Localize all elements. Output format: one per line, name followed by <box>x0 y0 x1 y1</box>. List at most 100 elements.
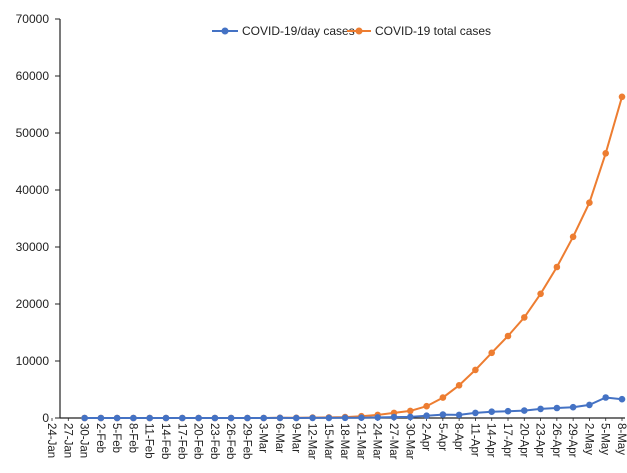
data-point-day-cases <box>195 414 202 422</box>
series-line-total-cases <box>84 96 623 419</box>
data-point-day-cases <box>162 414 170 422</box>
data-point-day-cases <box>211 414 219 422</box>
x-tick-label: 11-Feb <box>143 423 155 459</box>
x-tick-label: 20-Feb <box>192 423 204 459</box>
x-tick-label: 15-Mar <box>322 423 334 460</box>
data-point-total-cases <box>569 233 577 241</box>
x-tick-label: 18-Mar <box>338 423 350 460</box>
data-point-total-cases <box>455 382 463 389</box>
data-point-day-cases <box>586 401 593 409</box>
y-tick-label: 50000 <box>16 126 50 140</box>
data-point-day-cases <box>260 414 268 422</box>
data-point-day-cases <box>341 414 349 422</box>
data-point-day-cases <box>472 409 479 417</box>
data-point-total-cases <box>423 402 430 410</box>
legend-item-day-cases: COVID-19/day cases <box>212 24 355 38</box>
data-point-day-cases <box>537 405 544 413</box>
data-point-total-cases <box>488 349 496 357</box>
x-tick-label: 6-Mar <box>273 423 285 453</box>
x-tick-label: 5-Apr <box>436 423 448 451</box>
x-tick-label: 17-Feb <box>175 423 187 459</box>
y-tick-label: 10000 <box>16 354 50 368</box>
data-point-day-cases <box>227 414 235 422</box>
x-tick-label: 23-Feb <box>208 423 220 459</box>
x-tick-label: 26-Feb <box>224 423 236 459</box>
x-tick-label: 20-Apr <box>517 423 529 458</box>
x-tick-label: 23-Apr <box>534 423 546 458</box>
legend-label-total-cases: COVID-19 total cases <box>375 24 491 38</box>
data-point-total-cases <box>439 394 447 401</box>
data-point-day-cases <box>81 414 88 422</box>
x-tick-label: 2-Feb <box>94 423 106 453</box>
x-tick-label: 5-May <box>599 423 611 455</box>
data-point-day-cases <box>358 414 365 422</box>
x-tick-label: 30-Jan <box>78 423 90 458</box>
x-tick-label: 17-Apr <box>501 423 513 458</box>
x-tick-label: 12-Mar <box>306 423 318 460</box>
x-tick-label: 8-Apr <box>452 423 464 451</box>
y-tick-label: 40000 <box>16 183 50 197</box>
data-point-day-cases <box>146 414 153 422</box>
data-point-total-cases <box>504 332 512 340</box>
data-point-total-cases <box>553 263 561 271</box>
data-point-day-cases <box>504 407 512 415</box>
y-tick-label: 60000 <box>16 69 50 83</box>
data-point-total-cases <box>407 407 414 415</box>
x-tick-label: 3-Mar <box>257 423 269 453</box>
x-tick-label: 21-Mar <box>354 423 366 460</box>
legend: COVID-19/day cases COVID-19 total cases <box>212 24 491 38</box>
series-line-day-cases <box>84 396 623 420</box>
data-point-day-cases <box>97 414 105 422</box>
legend-label-day-cases: COVID-19/day cases <box>242 24 355 38</box>
data-point-day-cases <box>374 414 382 421</box>
y-tick-label: 20000 <box>16 297 50 311</box>
x-tick-label: 29-Feb <box>240 423 252 459</box>
x-tick-label: 2-May <box>582 423 594 455</box>
data-point-day-cases <box>618 395 626 403</box>
data-point-day-cases <box>602 394 609 401</box>
data-point-day-cases <box>390 413 398 421</box>
x-tick-label: 8-Feb <box>126 423 138 453</box>
data-point-day-cases <box>179 414 186 422</box>
data-point-day-cases <box>423 412 430 420</box>
x-axis-ticks: 24-Jan 27-Jan 30-Jan 2-Feb 5-Feb 8-Feb 11-Feb 1… <box>45 418 627 460</box>
data-point-day-cases <box>325 414 333 422</box>
data-point-day-cases <box>276 414 284 422</box>
legend-item-total-cases: COVID-19 total cases <box>347 24 491 38</box>
x-tick-label: 11-Apr <box>468 423 480 457</box>
data-point-total-cases <box>586 199 593 206</box>
axes <box>59 19 625 419</box>
data-point-day-cases <box>293 414 300 422</box>
data-point-day-cases <box>439 411 447 418</box>
y-tick-label: 70000 <box>16 12 50 26</box>
x-tick-label: 2-Apr <box>420 423 432 451</box>
data-point-day-cases <box>488 408 496 416</box>
x-tick-label: 30-Mar <box>403 423 415 460</box>
data-point-day-cases <box>553 404 561 412</box>
x-tick-label: 14-Feb <box>159 423 171 459</box>
data-point-day-cases <box>130 414 137 422</box>
y-tick-label: 30000 <box>16 240 50 254</box>
data-point-total-cases <box>537 290 544 298</box>
series-layer <box>81 93 626 422</box>
data-point-day-cases <box>113 414 121 422</box>
data-point-day-cases <box>309 414 316 422</box>
data-point-total-cases <box>472 366 479 374</box>
data-point-total-cases <box>521 314 528 321</box>
data-point-day-cases <box>244 414 251 422</box>
y-tick-label: 0 <box>42 411 49 425</box>
data-point-day-cases <box>407 413 414 421</box>
x-tick-label: 14-Apr <box>485 423 497 458</box>
x-tick-label: 29-Apr <box>566 423 578 458</box>
x-tick-label: 26-Apr <box>550 423 562 458</box>
x-tick-label: 5-Feb <box>110 423 122 453</box>
x-tick-label: 9-Mar <box>289 423 301 453</box>
x-tick-label: 27-Mar <box>387 423 399 460</box>
x-tick-label: 8-May <box>615 423 627 455</box>
x-tick-label: 24-Mar <box>371 423 383 460</box>
x-tick-label: 24-Jan <box>45 423 57 458</box>
data-point-day-cases <box>455 411 463 419</box>
x-tick-label: 27-Jan <box>61 423 73 458</box>
data-point-day-cases <box>569 403 577 411</box>
